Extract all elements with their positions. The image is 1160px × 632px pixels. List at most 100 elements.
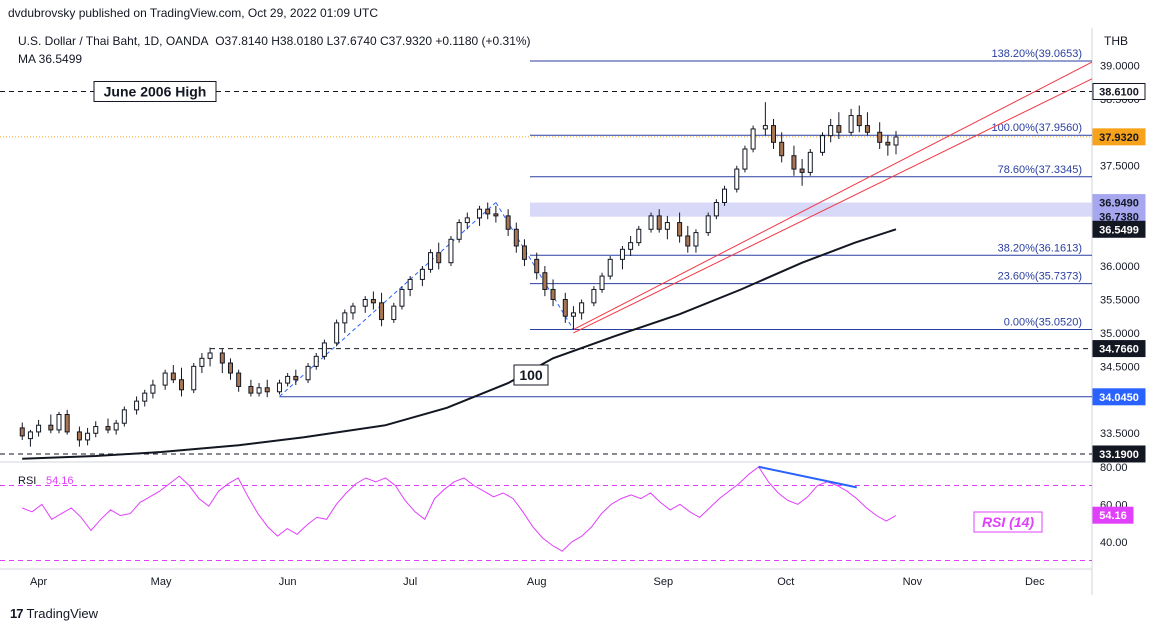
candle (76, 426, 82, 447)
candle (321, 339, 327, 360)
candle (227, 358, 233, 380)
fib-level-label: 23.60%(35.7373) (998, 271, 1082, 283)
candle-body-down (550, 288, 556, 300)
price-tag-box (1092, 128, 1146, 146)
candle-body-down (877, 131, 883, 143)
candle-body-down (485, 208, 491, 215)
candle (542, 266, 548, 297)
candle (105, 418, 111, 434)
candle-body-up (619, 248, 625, 260)
candle-body-down (799, 168, 805, 173)
candle (248, 379, 254, 397)
candle (579, 299, 585, 320)
candle (264, 379, 270, 398)
candle-body-up (199, 357, 205, 367)
candle (636, 225, 642, 246)
rsi-scale-label: 40.00 (1100, 537, 1128, 549)
candle-body-down (293, 375, 299, 381)
time-axis-label: Jun (279, 576, 297, 588)
candle-body-down (64, 414, 70, 433)
candle (256, 383, 262, 397)
tradingview-logo[interactable]: 17 TradingView (10, 606, 98, 621)
price-scale-label: 33.5000 (1100, 428, 1140, 440)
candle (313, 352, 319, 370)
candle-body-up (419, 268, 425, 280)
channel-lower-line (573, 78, 1093, 334)
candle-body-up (428, 252, 434, 270)
candle-body-down (562, 298, 568, 317)
candle-body-down (436, 252, 442, 264)
candle (599, 272, 605, 293)
candle (170, 365, 176, 384)
candle-body-up (579, 302, 585, 314)
candle-body-down (534, 258, 540, 274)
candle (121, 406, 127, 427)
candle-body-down (178, 379, 184, 391)
candle (771, 118, 777, 150)
candle (334, 319, 340, 347)
rsi-divergence-line (758, 465, 857, 489)
candle-body-down (864, 125, 870, 133)
candle-body-down (76, 431, 82, 441)
candle-body-up (807, 151, 813, 173)
time-axis-label: Dec (1025, 576, 1045, 588)
candle-body-down (236, 372, 242, 387)
candle-body-up (636, 228, 642, 244)
candle (285, 373, 291, 387)
candle (27, 429, 33, 447)
candle (550, 279, 556, 307)
candle (713, 199, 719, 220)
candle (628, 235, 634, 257)
candle-body-up (121, 409, 127, 424)
symbol-name: U.S. Dollar / Thai Baht, 1D, OANDA (18, 34, 209, 48)
channel-upper-line (573, 61, 1093, 331)
candle-body-down (521, 245, 527, 260)
candle (178, 367, 184, 397)
candle-body-down (885, 141, 891, 146)
candle (19, 422, 25, 440)
candle (828, 118, 834, 143)
candle-body-up (362, 298, 368, 307)
candle (534, 252, 540, 280)
candle (791, 145, 797, 176)
candle-body-down (513, 228, 519, 247)
candle (36, 419, 42, 437)
time-axis-label: Aug (527, 576, 547, 588)
candle (191, 363, 197, 394)
symbol-line: U.S. Dollar / Thai Baht, 1D, OANDA O37.8… (18, 34, 531, 48)
candle (199, 352, 205, 374)
candle-body-down (264, 387, 270, 393)
candle-body-down (370, 298, 376, 304)
time-axis-label: Sep (653, 576, 673, 588)
candle-body-up (477, 208, 483, 219)
fib-level-label: 38.20%(36.1613) (998, 242, 1082, 254)
candle-body-down (836, 125, 842, 133)
candle-body-up (391, 305, 397, 321)
time-axis-label: Oct (777, 576, 794, 588)
time-axis-label: May (151, 576, 172, 588)
candle (799, 159, 805, 186)
candle (656, 209, 662, 233)
candle-body-up (464, 217, 470, 224)
candle-body-up (828, 125, 834, 137)
candle (664, 215, 670, 240)
candle (856, 105, 862, 133)
candle-body-up (256, 387, 262, 394)
price-tag-box (1092, 388, 1146, 406)
candle (677, 212, 683, 243)
candle (742, 145, 748, 173)
fib-level-label: 0.00%(35.0520) (1004, 316, 1082, 328)
candle-body-up (191, 365, 197, 391)
candle-body-up (848, 115, 854, 133)
candle (407, 276, 413, 297)
rsi-tag-box (1092, 506, 1134, 524)
candle-body-up (742, 148, 748, 170)
resistance-zone (530, 202, 1092, 217)
candle (779, 132, 785, 163)
candle-body-up (142, 392, 148, 402)
candle (619, 245, 625, 270)
candle (807, 149, 813, 176)
candle-body-up (456, 222, 462, 240)
candle (734, 165, 740, 193)
